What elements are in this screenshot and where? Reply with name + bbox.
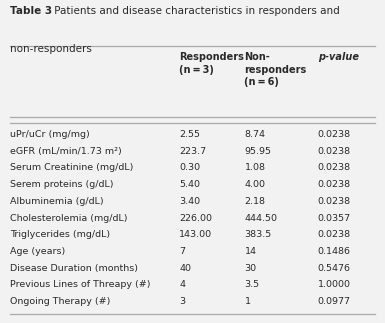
Text: non-responders: non-responders [10, 44, 92, 54]
Text: 4: 4 [179, 280, 185, 289]
Text: 0.5476: 0.5476 [318, 264, 351, 273]
Text: 143.00: 143.00 [179, 230, 212, 239]
Text: eGFR (mL/min/1.73 m²): eGFR (mL/min/1.73 m²) [10, 147, 121, 156]
Text: 0.0357: 0.0357 [318, 214, 351, 223]
Text: 0.1486: 0.1486 [318, 247, 351, 256]
Text: 383.5: 383.5 [244, 230, 272, 239]
Text: 30: 30 [244, 264, 256, 273]
Text: 223.7: 223.7 [179, 147, 206, 156]
Text: 1: 1 [244, 297, 251, 306]
Text: 0.0977: 0.0977 [318, 297, 351, 306]
Text: 7: 7 [179, 247, 185, 256]
Text: 0.0238: 0.0238 [318, 130, 351, 139]
Text: Patients and disease characteristics in responders and: Patients and disease characteristics in … [51, 6, 340, 16]
Text: 1.08: 1.08 [244, 163, 266, 172]
Text: Serem proteins (g/dL): Serem proteins (g/dL) [10, 180, 113, 189]
Text: Cholesterolemia (mg/dL): Cholesterolemia (mg/dL) [10, 214, 127, 223]
Text: 1.0000: 1.0000 [318, 280, 351, 289]
Text: 3: 3 [179, 297, 185, 306]
Text: Table 3: Table 3 [10, 6, 52, 16]
Text: uPr/uCr (mg/mg): uPr/uCr (mg/mg) [10, 130, 89, 139]
Text: 0.0238: 0.0238 [318, 230, 351, 239]
Text: 5.40: 5.40 [179, 180, 200, 189]
Text: Responders
(n = 3): Responders (n = 3) [179, 52, 244, 75]
Text: Serum Creatinine (mg/dL): Serum Creatinine (mg/dL) [10, 163, 133, 172]
Text: 0.0238: 0.0238 [318, 163, 351, 172]
Text: Ongoing Therapy (#): Ongoing Therapy (#) [10, 297, 110, 306]
Text: Non-
responders
(n = 6): Non- responders (n = 6) [244, 52, 307, 87]
Text: 8.74: 8.74 [244, 130, 266, 139]
Text: 0.0238: 0.0238 [318, 180, 351, 189]
Text: Age (years): Age (years) [10, 247, 65, 256]
Text: Previous Lines of Threapy (#): Previous Lines of Threapy (#) [10, 280, 150, 289]
Text: Albuminemia (g/dL): Albuminemia (g/dL) [10, 197, 103, 206]
Text: 0.0238: 0.0238 [318, 147, 351, 156]
Text: 40: 40 [179, 264, 191, 273]
Text: 226.00: 226.00 [179, 214, 212, 223]
Text: 14: 14 [244, 247, 256, 256]
Text: p-value: p-value [318, 52, 358, 62]
Text: 2.55: 2.55 [179, 130, 200, 139]
Text: Disease Duration (months): Disease Duration (months) [10, 264, 137, 273]
Text: 3.40: 3.40 [179, 197, 200, 206]
Text: 0.0238: 0.0238 [318, 197, 351, 206]
Text: Triglycerides (mg/dL): Triglycerides (mg/dL) [10, 230, 110, 239]
Text: 0.30: 0.30 [179, 163, 200, 172]
Text: 2.18: 2.18 [244, 197, 266, 206]
Text: 444.50: 444.50 [244, 214, 278, 223]
Text: 4.00: 4.00 [244, 180, 266, 189]
Text: 3.5: 3.5 [244, 280, 259, 289]
Text: 95.95: 95.95 [244, 147, 271, 156]
